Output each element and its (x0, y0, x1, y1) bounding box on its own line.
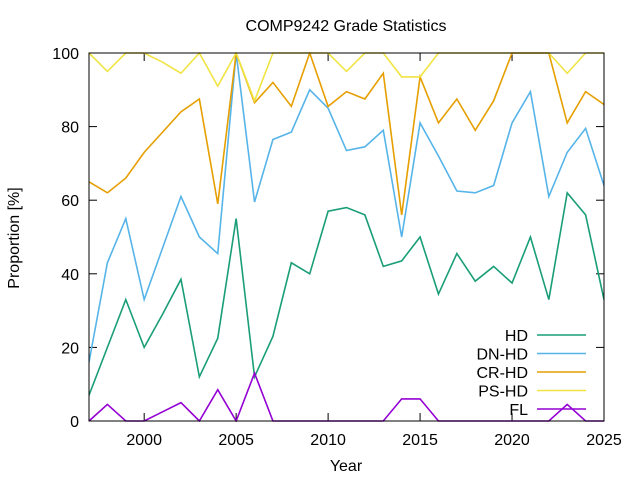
legend-label-fl: FL (509, 402, 528, 419)
x-tick-label: 2015 (402, 432, 438, 449)
x-axis-label: Year (330, 458, 363, 475)
y-tick-label: 60 (61, 193, 79, 210)
legend-label-cr-hd: CR-HD (476, 365, 528, 382)
x-tick-label: 2025 (586, 432, 622, 449)
series-line-dn-hd (89, 52, 604, 363)
y-tick-label: 0 (70, 414, 79, 431)
x-tick-label: 2005 (218, 432, 254, 449)
legend-label-ps-hd: PS-HD (478, 384, 528, 401)
chart-title: COMP9242 Grade Statistics (246, 18, 447, 35)
x-tick-label: 2010 (310, 432, 346, 449)
y-axis-label: Proportion [%] (6, 187, 23, 288)
y-tick-label: 40 (61, 267, 79, 284)
axis-ticks: 0 20 40 60 80 100 2000 2005 2010 2015 2020 2025 (52, 46, 622, 449)
y-tick-label: 80 (61, 120, 79, 137)
legend-label-dn-hd: DN-HD (476, 347, 528, 364)
y-tick-label: 100 (52, 46, 79, 63)
series-line-hd (89, 190, 604, 396)
x-tick-label: 2000 (126, 432, 162, 449)
plot-frame (88, 52, 605, 422)
x-tick-label: 2020 (494, 432, 530, 449)
y-tick-label: 20 (61, 340, 79, 357)
legend-label-hd: HD (505, 328, 528, 345)
